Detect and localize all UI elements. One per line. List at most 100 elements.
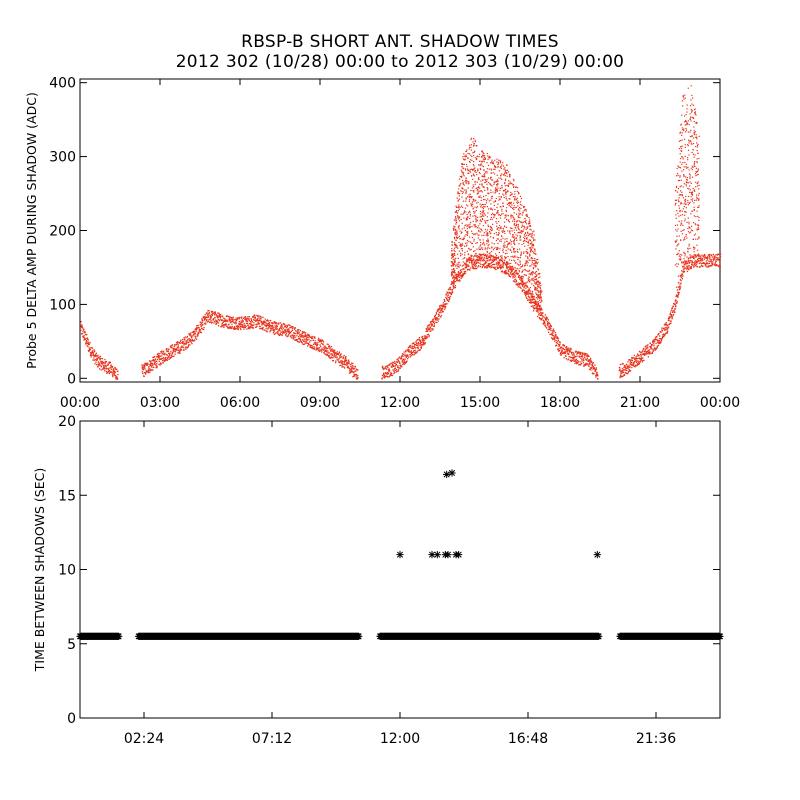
data-point (458, 198, 461, 200)
data-point (87, 339, 89, 341)
data-point (491, 229, 494, 231)
data-point (517, 259, 519, 261)
data-point (456, 237, 458, 239)
data-point (458, 228, 460, 230)
data-point (225, 321, 227, 323)
data-point (187, 345, 190, 347)
data-point (464, 267, 466, 269)
data-point (465, 265, 467, 268)
data-point (491, 212, 493, 215)
data-point (261, 328, 264, 330)
data-point (110, 365, 112, 367)
data-point (481, 218, 484, 220)
data-point (652, 340, 654, 342)
data-point (478, 190, 480, 192)
data-point (452, 281, 454, 283)
data-point (281, 329, 284, 331)
data-point (293, 335, 295, 337)
data-point (479, 257, 481, 259)
data-point (535, 279, 537, 281)
data-point (534, 260, 536, 262)
data-point (560, 354, 562, 356)
data-point (495, 197, 497, 200)
data-point (639, 353, 642, 356)
data-point (454, 238, 456, 240)
data-point (475, 258, 478, 261)
data-point (166, 359, 169, 361)
data-point (538, 296, 540, 298)
data-point (299, 334, 301, 337)
data-point (507, 243, 509, 246)
data-point (511, 227, 513, 229)
data-point (483, 243, 485, 245)
data-point (651, 344, 653, 346)
data-point (627, 361, 629, 363)
data-point (489, 252, 491, 254)
data-point (148, 364, 151, 366)
data-point (483, 213, 485, 215)
data-point (679, 288, 681, 290)
data-point (343, 354, 345, 357)
data-point (449, 292, 451, 294)
data-point (647, 344, 649, 346)
data-point (470, 258, 472, 260)
data-point (333, 353, 335, 355)
data-point (659, 335, 661, 337)
data-point (705, 264, 707, 266)
data-point (169, 352, 171, 354)
data-point (502, 251, 504, 253)
data-point (500, 195, 502, 198)
data-point (312, 346, 314, 348)
data-point (398, 360, 400, 362)
data-point (446, 298, 448, 300)
data-point (716, 264, 718, 266)
data-point (537, 311, 539, 313)
data-point (206, 319, 208, 321)
data-point (475, 242, 477, 244)
data-point (188, 332, 190, 335)
data-point (504, 262, 506, 264)
data-point (267, 328, 269, 330)
data-point (710, 254, 712, 256)
data-point (545, 316, 548, 318)
data-point (452, 281, 455, 284)
data-point (471, 230, 473, 232)
data-point (457, 262, 459, 264)
data-point (628, 364, 630, 366)
data-point (647, 356, 649, 358)
data-point (531, 278, 533, 280)
data-point (353, 373, 355, 376)
data-point (484, 259, 486, 261)
data-point (398, 356, 401, 359)
data-point (234, 327, 237, 329)
data-point (558, 348, 560, 350)
data-point (143, 366, 145, 368)
data-point (501, 235, 503, 237)
data-point (404, 353, 406, 355)
data-point (525, 296, 527, 298)
data-point (141, 371, 143, 373)
data-point (474, 223, 476, 226)
data-point (492, 258, 494, 261)
data-point (385, 372, 387, 374)
data-point (486, 233, 488, 235)
data-point (489, 266, 491, 268)
data-point (231, 326, 233, 328)
data-point (517, 223, 519, 226)
data-point (478, 234, 480, 236)
data-point (549, 328, 551, 330)
data-point (691, 262, 694, 264)
data-point (179, 342, 181, 344)
data-point (515, 225, 517, 227)
data-point (536, 305, 538, 307)
data-point (309, 346, 312, 348)
data-point (264, 321, 266, 323)
data-point (163, 359, 165, 362)
data-point (429, 330, 431, 332)
data-point (188, 339, 191, 342)
data-point (199, 321, 201, 323)
data-point (717, 265, 720, 267)
data-point (712, 261, 714, 263)
data-point (509, 175, 511, 178)
data-point (589, 363, 591, 366)
